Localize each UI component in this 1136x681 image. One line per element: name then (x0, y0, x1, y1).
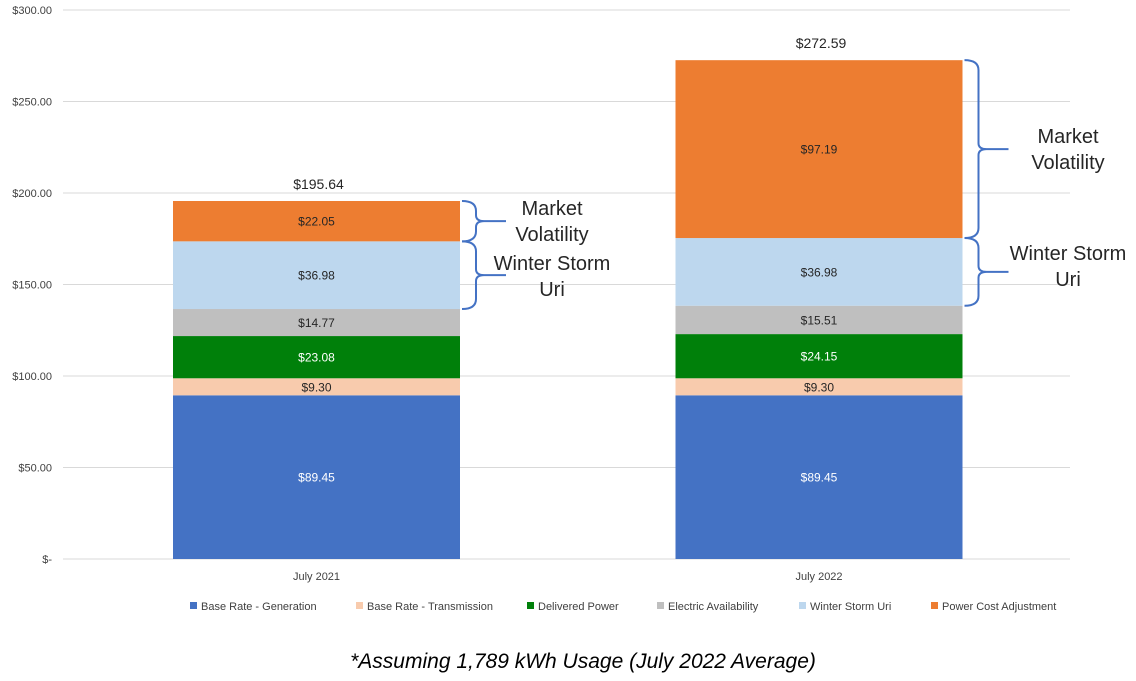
bar-segment (675, 378, 963, 396)
bar-totals: $195.64 $272.59 (293, 35, 846, 192)
legend-label: Winter Storm Uri (810, 601, 891, 613)
data-label: $36.98 (298, 269, 335, 283)
bar-segment (173, 309, 460, 337)
legend-swatch (657, 602, 664, 609)
x-tick-label: July 2021 (293, 571, 340, 583)
annotation-text: Market (1037, 126, 1099, 148)
data-label: $23.08 (298, 351, 335, 365)
y-tick-label: $250.00 (12, 97, 52, 109)
bar-segment (173, 200, 460, 242)
bar-segment (675, 60, 963, 239)
y-tick-label: $100.00 (12, 371, 52, 383)
data-label: $89.45 (801, 471, 838, 485)
legend-label: Base Rate - Transmission (367, 601, 493, 613)
y-tick-label: $300.00 (12, 5, 52, 17)
annotation-text: Volatility (515, 224, 588, 246)
legend-swatch (190, 602, 197, 609)
annotation-text: Uri (539, 279, 565, 301)
data-label: $15.51 (801, 313, 838, 327)
data-label: $22.05 (298, 215, 335, 229)
annotation-bracket (964, 237, 987, 307)
annotation-bracket (461, 199, 485, 243)
legend-label: Power Cost Adjustment (942, 601, 1056, 613)
annotations: Market Volatility Winter Storm Uri Market Vol… (461, 59, 1127, 311)
legend-swatch (527, 602, 534, 609)
y-tick-label: $150.00 (12, 280, 52, 292)
bar-segment (173, 336, 460, 379)
bar-segment (675, 305, 963, 335)
legend: Base Rate - Generation Base Rate - Transm… (190, 601, 1056, 613)
y-tick-label: $- (42, 554, 52, 566)
annotation-bracket (964, 59, 987, 240)
footnote: *Assuming 1,789 kWh Usage (July 2022 Ave… (350, 650, 816, 673)
bar-segment (675, 334, 963, 379)
y-tick-label: $200.00 (12, 188, 52, 200)
bar-segment (173, 395, 460, 559)
y-tick-label: $50.00 (18, 463, 52, 475)
bar-segment (675, 395, 963, 559)
annotation-text: Winter Storm (1010, 243, 1127, 265)
x-axis: July 2021 July 2022 (293, 571, 843, 583)
data-label: $9.30 (804, 380, 834, 394)
annotation-text: Volatility (1031, 152, 1104, 174)
legend-swatch (799, 602, 806, 609)
bar-segment (173, 378, 460, 396)
legend-label: Base Rate - Generation (201, 601, 317, 613)
data-label: $14.77 (298, 316, 335, 330)
legend-swatch (931, 602, 938, 609)
annotation-bracket (461, 240, 485, 311)
data-label: $24.15 (801, 350, 838, 364)
legend-label: Delivered Power (538, 601, 619, 613)
legend-label: Electric Availability (668, 601, 759, 613)
annotation-text: Market (521, 198, 583, 220)
annotation-text: Uri (1055, 269, 1081, 291)
annotation-text: Winter Storm (494, 253, 611, 275)
data-label: $89.45 (298, 471, 335, 485)
data-label: $97.19 (801, 143, 838, 157)
bar-total: $272.59 (796, 35, 847, 51)
data-label: $36.98 (801, 265, 838, 279)
bars: $89.45 $9.30 $23.08 $14.77 $36.98 $22.05 $89.4… (173, 60, 963, 559)
bar-total: $195.64 (293, 176, 344, 192)
bar-segment (173, 241, 460, 310)
legend-swatch (356, 602, 363, 609)
data-label: $9.30 (301, 380, 331, 394)
bar-segment (675, 238, 963, 306)
y-axis: $- $50.00 $100.00 $150.00 $200.00 $250.00 $300… (12, 5, 52, 566)
x-tick-label: July 2022 (795, 571, 842, 583)
